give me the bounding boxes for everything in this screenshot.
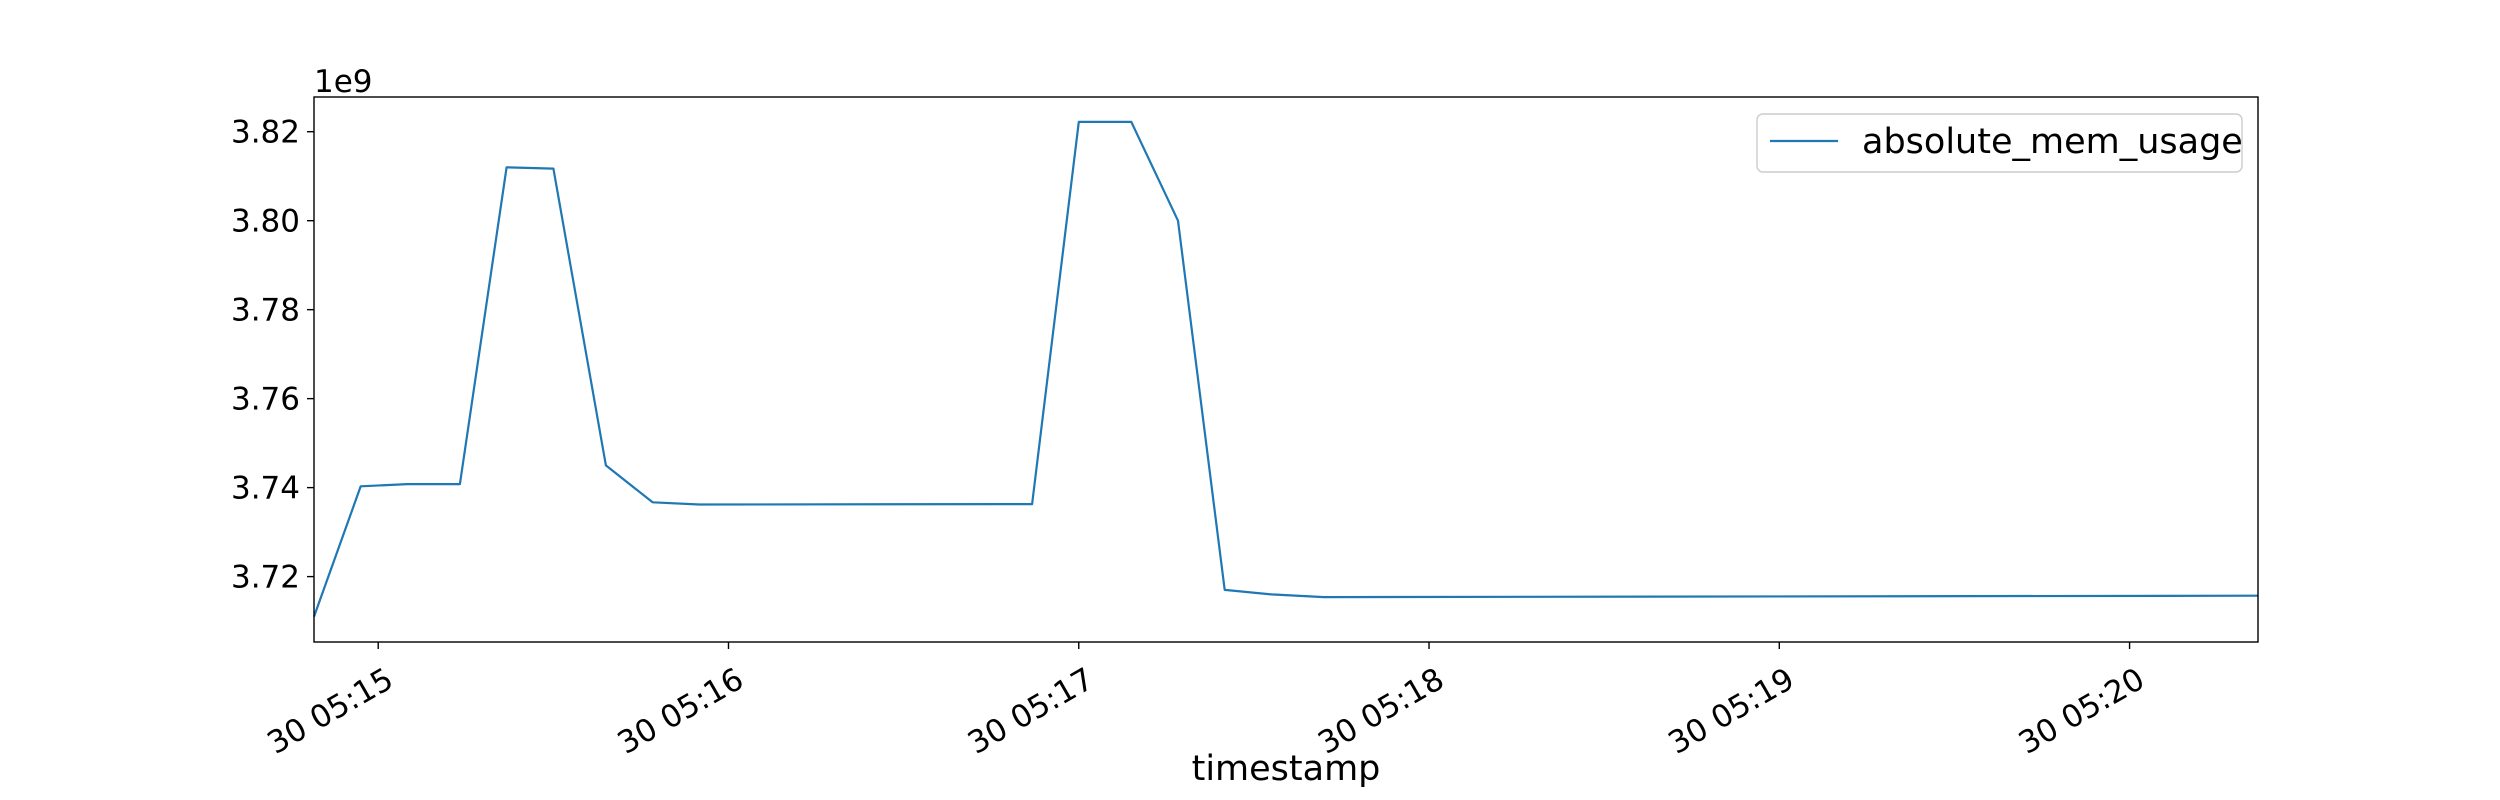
y-tick-label: 3.82 xyxy=(231,115,300,151)
legend-label: absolute_mem_usage xyxy=(1862,122,2243,162)
plot-area xyxy=(312,120,2259,617)
y-tick-label: 3.80 xyxy=(231,204,300,240)
y-tick-label: 3.74 xyxy=(231,471,300,507)
y-offset-label: 1e9 xyxy=(314,64,373,100)
y-tick-label: 3.76 xyxy=(231,382,300,418)
y-tick-label: 3.72 xyxy=(231,560,300,596)
series-line-absolute-mem-usage xyxy=(312,120,2259,617)
plot-frame xyxy=(313,96,2259,643)
x-axis-title: timestamp xyxy=(1192,749,1381,789)
y-tick-label: 3.78 xyxy=(231,293,300,329)
y-axis: 3.72 3.74 3.76 3.78 3.80 3.82 xyxy=(231,115,314,596)
legend-box xyxy=(1756,113,2243,173)
legend: absolute_mem_usage xyxy=(1756,113,2243,173)
